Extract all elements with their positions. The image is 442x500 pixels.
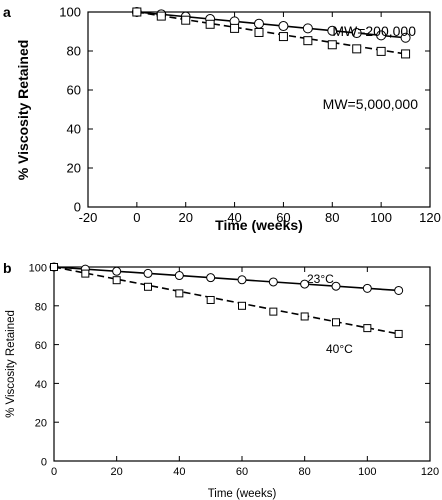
x-tick-label: 80 (325, 210, 339, 225)
data-point-square (112, 276, 121, 285)
series-label: 40°C (326, 342, 353, 356)
data-point-square (278, 32, 288, 42)
y-tick-label: 60 (35, 340, 47, 352)
data-point-circle (174, 271, 184, 281)
series-circle: 23°C (49, 262, 404, 295)
x-axis-label: Time (weeks) (208, 488, 277, 500)
panel-letter: b (3, 260, 12, 276)
y-tick-label: 100 (29, 263, 47, 275)
data-point-square (376, 46, 386, 56)
y-tick-label: 0 (41, 457, 47, 469)
data-point-square (144, 282, 152, 291)
series-circle: MW=200,000 (131, 7, 416, 43)
data-point-circle (302, 23, 313, 34)
y-axis-label: % Viscosity Retained (5, 310, 17, 418)
x-tick-label: 0 (133, 210, 140, 225)
data-point-circle (237, 275, 247, 285)
data-point-square (254, 27, 264, 37)
x-tick-label: 100 (358, 466, 376, 478)
x-tick-label: 60 (276, 210, 290, 225)
x-tick-label: 40 (173, 466, 185, 478)
x-tick-label: -20 (79, 210, 98, 225)
data-point-square (269, 307, 278, 316)
plot-frame (53, 266, 431, 462)
series-label: MW=5,000,000 (323, 96, 419, 112)
data-point-square (363, 324, 372, 333)
data-point-square (50, 263, 58, 271)
data-point-square (300, 312, 309, 321)
y-tick-label: 100 (59, 5, 81, 20)
data-point-square (394, 329, 403, 338)
series-label: MW=200,000 (332, 23, 416, 39)
data-point-square (238, 301, 246, 310)
data-point-circle (206, 273, 216, 283)
series-label: 23°C (307, 272, 334, 286)
y-tick-label: 80 (35, 301, 47, 313)
y-tick-label: 20 (67, 161, 81, 176)
x-tick-label: 60 (236, 466, 248, 478)
data-point-square (401, 49, 411, 59)
data-point-circle (300, 279, 310, 289)
x-tick-label: 80 (299, 466, 311, 478)
x-axis-label: Time (weeks) (215, 217, 303, 233)
y-tick-label: 40 (35, 379, 47, 391)
data-point-square (132, 7, 142, 17)
data-point-square (81, 269, 90, 278)
series-line (53, 266, 399, 292)
y-tick-label: 60 (67, 83, 81, 98)
data-point-square (156, 11, 166, 21)
plot-frame (87, 11, 431, 208)
x-tick-label: 20 (111, 466, 123, 478)
data-point-circle (278, 21, 289, 32)
data-point-circle (394, 285, 404, 295)
data-point-square (327, 40, 337, 50)
data-point-circle (268, 277, 278, 287)
data-point-square (205, 19, 215, 29)
x-tick-label: 20 (178, 210, 192, 225)
data-point-circle (351, 28, 362, 39)
data-point-circle (331, 281, 341, 291)
data-point-square (181, 15, 191, 25)
data-point-circle (376, 30, 387, 41)
x-tick-label: 40 (227, 210, 241, 225)
series-line (53, 266, 399, 335)
series-square: 40°C (50, 263, 403, 356)
data-point-square (175, 289, 184, 298)
data-point-circle (143, 268, 153, 278)
data-point-square (352, 44, 362, 54)
data-point-square (303, 36, 313, 46)
data-point-circle (400, 32, 411, 43)
x-tick-label: 100 (370, 210, 392, 225)
y-axis-label: % Viscosity Retained (15, 40, 31, 181)
data-point-circle (362, 283, 372, 293)
data-point-circle (254, 18, 264, 29)
y-tick-label: 0 (74, 200, 81, 215)
data-point-circle (112, 266, 122, 276)
data-point-square (332, 318, 340, 327)
panel-letter: a (3, 4, 11, 20)
x-tick-label: 120 (419, 210, 441, 225)
data-point-square (206, 295, 215, 304)
data-point-square (230, 23, 240, 33)
y-tick-label: 40 (67, 122, 81, 137)
x-tick-label: 120 (421, 466, 439, 478)
y-tick-label: 80 (67, 44, 81, 59)
data-point-circle (327, 25, 338, 36)
x-tick-label: 0 (51, 466, 57, 478)
chart-panel-b: 0 20 40 60 80 100 120 0 20 40 60 80 100 Time (weeks)%… (3, 260, 439, 500)
y-tick-label: 20 (35, 418, 47, 430)
series-square: MW=5,000,000 (132, 7, 419, 112)
